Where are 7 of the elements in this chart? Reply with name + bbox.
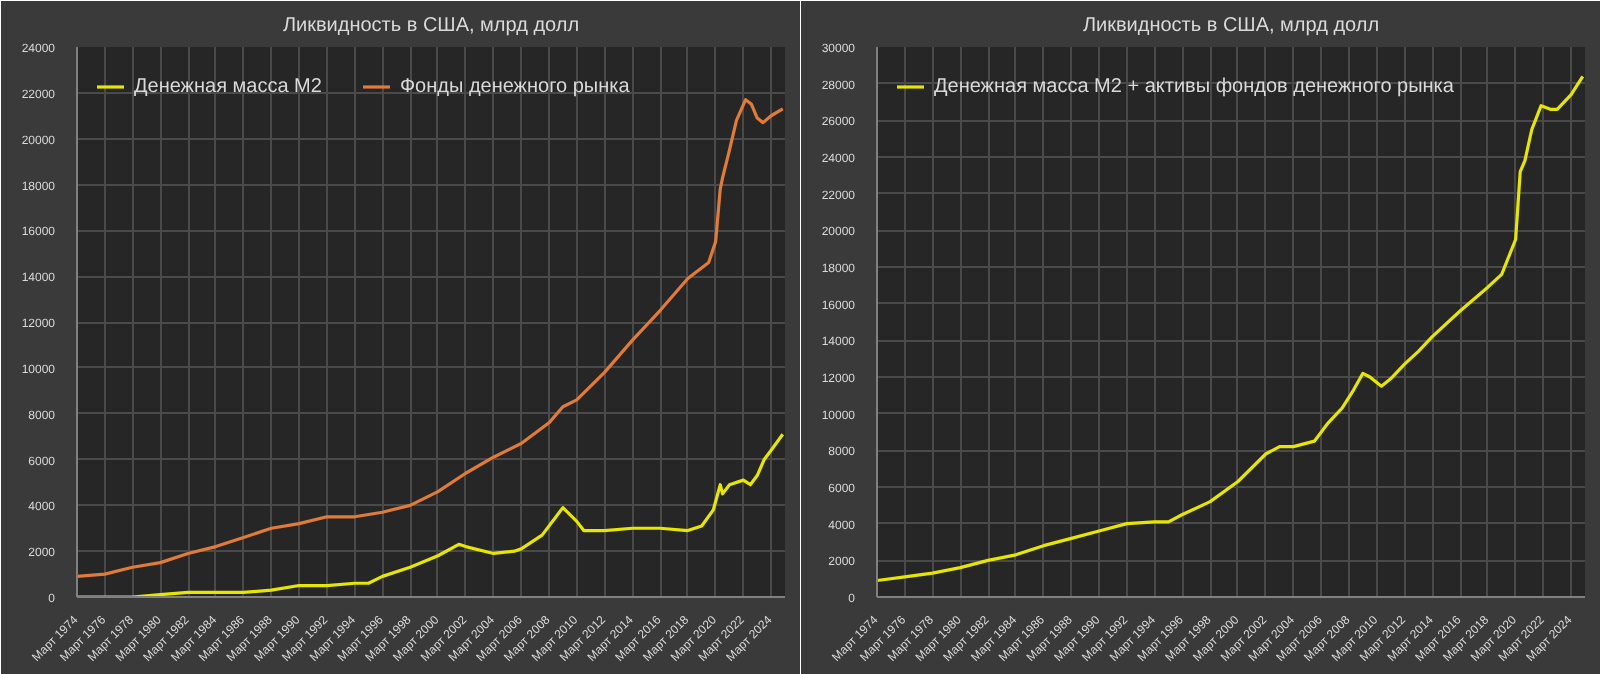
legend-label: Денежная масса M2 + активы фондов денежного рынка (934, 75, 1454, 97)
line-series (877, 74, 1585, 583)
chart-title: Ликвидность в США, млрд долл (1082, 15, 1380, 37)
chart-title: Ликвидность в США, млрд долл (282, 15, 580, 37)
line-series (77, 98, 785, 578)
legend-label: Денежная масса M2 (134, 75, 322, 97)
legend-label: Фонды денежного рынка (399, 75, 630, 97)
